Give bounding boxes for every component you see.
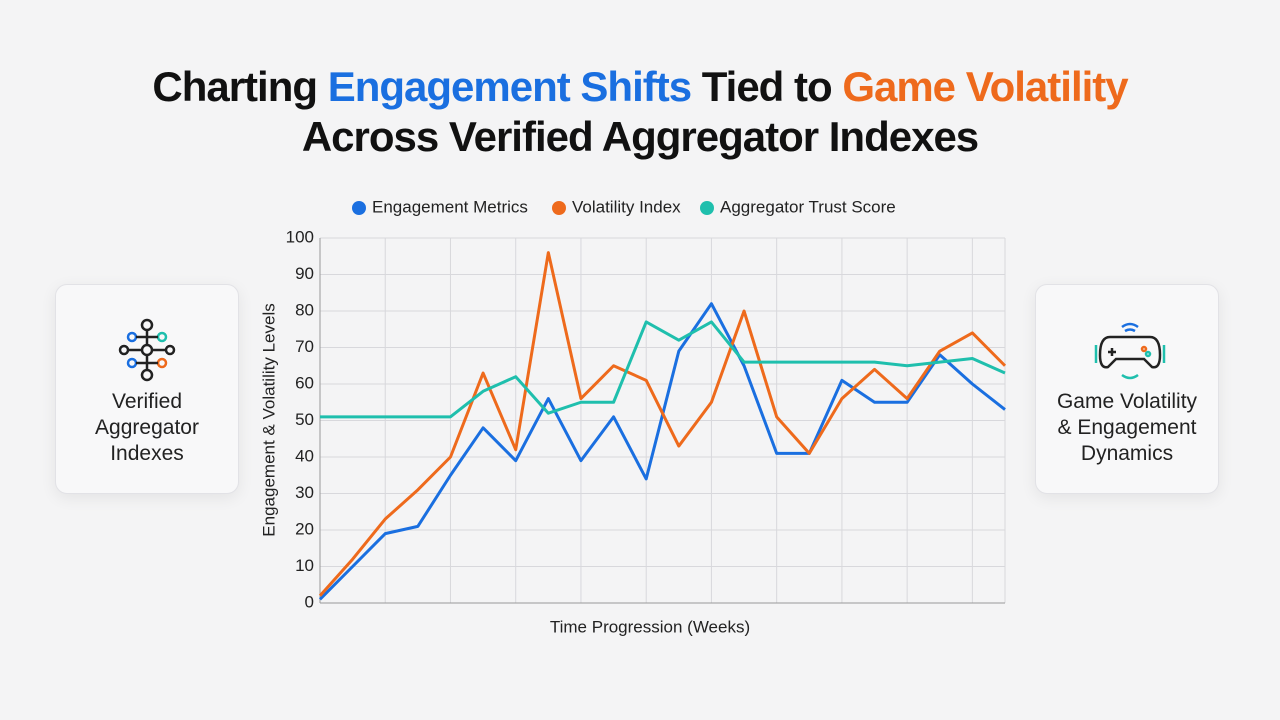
network-icon xyxy=(118,318,176,382)
y-tick-label: 90 xyxy=(295,264,314,283)
gamepad-icon xyxy=(1094,322,1166,380)
title-line: Charting Engagement Shifts Tied to Game … xyxy=(0,62,1280,112)
y-tick-label: 60 xyxy=(295,373,314,392)
y-tick-label: 100 xyxy=(286,227,314,246)
side-card: Game Volatility & Engagement Dynamics xyxy=(1035,284,1219,494)
legend-marker xyxy=(352,201,366,215)
y-axis-label: Engagement & Volatility Levels xyxy=(259,303,278,536)
card-label: Verified Aggregator Indexes xyxy=(95,390,199,465)
series-line xyxy=(318,251,1007,597)
y-tick-label: 80 xyxy=(295,300,314,319)
legend-marker xyxy=(552,201,566,215)
y-tick-label: 0 xyxy=(305,592,314,611)
series-line xyxy=(318,302,1006,601)
y-tick-label: 10 xyxy=(295,556,314,575)
x-axis-label: Time Progression (Weeks) xyxy=(550,617,750,636)
legend-marker xyxy=(700,201,714,215)
legend-label: Volatility Index xyxy=(572,197,681,216)
title-part: Game Volatility xyxy=(842,63,1128,110)
title-part: Charting xyxy=(152,63,318,110)
title-part: Engagement Shifts xyxy=(327,63,692,110)
y-tick-label: 40 xyxy=(295,446,314,465)
legend-label: Aggregator Trust Score xyxy=(720,197,896,216)
title-part: Tied to xyxy=(701,63,833,110)
y-tick-label: 20 xyxy=(295,519,314,538)
legend-label: Engagement Metrics xyxy=(372,197,528,216)
title: Charting Engagement Shifts Tied to Game … xyxy=(0,62,1280,162)
card-label: Game Volatility & Engagement Dynamics xyxy=(1056,390,1198,465)
side-card: Verified Aggregator Indexes xyxy=(55,284,239,494)
series-line xyxy=(320,320,1006,419)
title-line: Across Verified Aggregator Indexes xyxy=(301,113,979,160)
y-tick-label: 70 xyxy=(295,337,314,356)
y-tick-label: 50 xyxy=(295,410,314,429)
y-tick-label: 30 xyxy=(295,483,314,502)
